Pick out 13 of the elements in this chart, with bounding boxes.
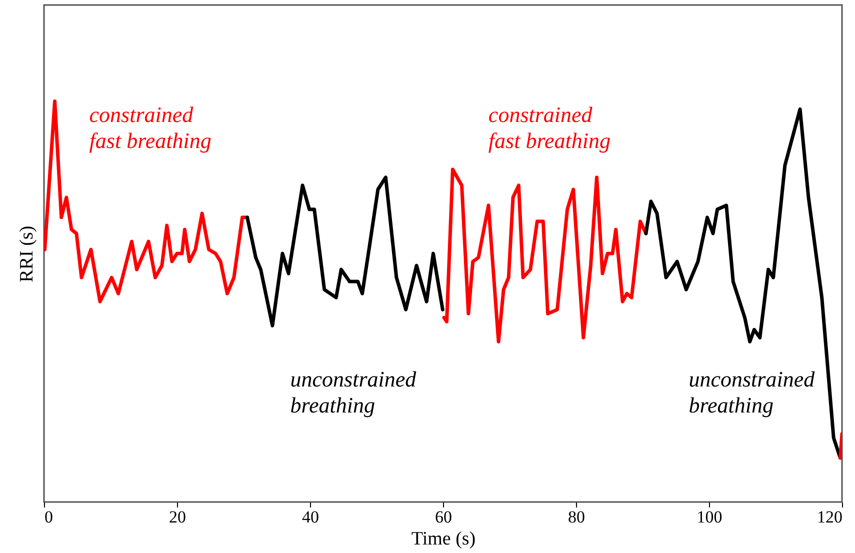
- x-tick-label: 0: [44, 508, 53, 526]
- text: unconstrained breathing: [290, 366, 418, 418]
- x-tick-label: 60: [435, 508, 452, 526]
- x-tick-label: 80: [568, 508, 585, 526]
- x-axis-title: Time (s): [411, 528, 476, 550]
- x-tick-label: 20: [169, 508, 186, 526]
- series-label: constrained fast breathing: [488, 102, 610, 154]
- x-tick-label: 40: [302, 508, 319, 526]
- y-axis-title: RRI (s): [16, 226, 38, 282]
- series-label: constrained fast breathing: [89, 102, 212, 154]
- x-tick-label: 120: [817, 508, 842, 526]
- x-tick-label: 100: [696, 508, 722, 526]
- series-label: unconstrained breathing: [688, 366, 816, 418]
